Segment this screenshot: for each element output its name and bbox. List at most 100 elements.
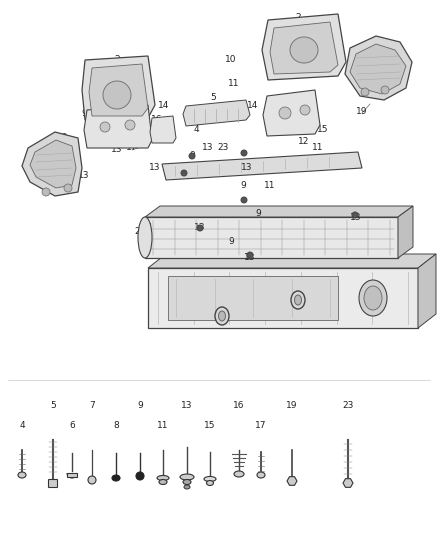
- Text: 9: 9: [228, 237, 234, 246]
- Text: 3: 3: [183, 108, 189, 117]
- Text: 9: 9: [81, 109, 87, 118]
- Text: 13: 13: [244, 253, 256, 262]
- Text: 7: 7: [89, 400, 95, 409]
- Text: 12: 12: [298, 138, 310, 147]
- Polygon shape: [150, 116, 176, 143]
- Polygon shape: [67, 473, 77, 477]
- Text: 6: 6: [197, 106, 203, 115]
- Text: 17: 17: [126, 143, 138, 152]
- Text: 5: 5: [50, 400, 56, 409]
- Ellipse shape: [291, 291, 305, 309]
- Text: 13: 13: [350, 214, 362, 222]
- Polygon shape: [183, 100, 250, 126]
- Ellipse shape: [103, 81, 131, 109]
- Text: 13: 13: [149, 163, 161, 172]
- Text: 19: 19: [286, 400, 298, 409]
- Text: 20: 20: [57, 133, 68, 142]
- Ellipse shape: [219, 311, 226, 321]
- Polygon shape: [145, 217, 398, 258]
- Text: 4: 4: [193, 125, 199, 134]
- Text: 10: 10: [112, 101, 124, 109]
- Ellipse shape: [183, 480, 191, 484]
- Text: 13: 13: [181, 400, 193, 409]
- Ellipse shape: [279, 107, 291, 119]
- Text: 9: 9: [137, 400, 143, 409]
- FancyBboxPatch shape: [49, 480, 57, 488]
- Text: 13: 13: [283, 103, 295, 112]
- Polygon shape: [270, 22, 338, 74]
- Polygon shape: [89, 64, 148, 116]
- Text: 12: 12: [114, 128, 126, 138]
- Text: 7: 7: [119, 69, 125, 77]
- Text: 18: 18: [376, 85, 388, 94]
- Ellipse shape: [206, 481, 213, 486]
- Text: 2: 2: [295, 13, 301, 22]
- Text: 11: 11: [264, 181, 276, 190]
- Circle shape: [361, 88, 369, 96]
- Text: 14: 14: [247, 101, 259, 109]
- Circle shape: [88, 476, 96, 484]
- Ellipse shape: [100, 122, 110, 132]
- Text: 22: 22: [293, 298, 304, 308]
- Text: 22: 22: [216, 313, 228, 322]
- Text: 15: 15: [317, 125, 329, 134]
- Ellipse shape: [234, 471, 244, 477]
- Text: 13: 13: [194, 222, 206, 231]
- Ellipse shape: [294, 295, 301, 305]
- Text: 13: 13: [111, 146, 123, 155]
- Circle shape: [352, 212, 358, 218]
- Text: 21: 21: [134, 228, 146, 237]
- Ellipse shape: [125, 120, 135, 130]
- Text: 9: 9: [189, 150, 195, 159]
- Circle shape: [181, 170, 187, 176]
- Text: 5: 5: [210, 93, 216, 102]
- Circle shape: [197, 225, 203, 231]
- Text: 13: 13: [202, 143, 214, 152]
- Polygon shape: [345, 36, 412, 100]
- Text: 8: 8: [113, 421, 119, 430]
- Text: 16: 16: [233, 400, 245, 409]
- Text: 4: 4: [19, 421, 25, 430]
- Text: 19: 19: [63, 172, 75, 181]
- Polygon shape: [82, 56, 155, 120]
- Polygon shape: [343, 479, 353, 487]
- Ellipse shape: [257, 472, 265, 478]
- Text: 8: 8: [102, 95, 108, 104]
- Circle shape: [64, 184, 72, 192]
- Text: 11: 11: [228, 78, 240, 87]
- Text: 23: 23: [217, 143, 229, 152]
- Polygon shape: [418, 254, 436, 328]
- Polygon shape: [148, 268, 418, 328]
- Text: 24: 24: [141, 223, 152, 232]
- Ellipse shape: [180, 474, 194, 480]
- Text: 20: 20: [366, 42, 378, 51]
- Circle shape: [42, 188, 50, 196]
- Polygon shape: [350, 44, 406, 94]
- Circle shape: [241, 150, 247, 156]
- Polygon shape: [22, 132, 82, 196]
- Text: 13: 13: [78, 171, 90, 180]
- Polygon shape: [262, 14, 346, 80]
- Polygon shape: [145, 206, 413, 217]
- Ellipse shape: [18, 472, 26, 478]
- Text: 17: 17: [255, 421, 267, 430]
- Ellipse shape: [290, 37, 318, 63]
- Polygon shape: [168, 276, 338, 320]
- Polygon shape: [398, 206, 413, 258]
- Ellipse shape: [300, 105, 310, 115]
- Text: 19: 19: [356, 107, 368, 116]
- Text: 11: 11: [157, 421, 169, 430]
- Text: 6: 6: [69, 421, 75, 430]
- Polygon shape: [263, 90, 320, 136]
- Text: 9: 9: [240, 181, 246, 190]
- Text: 11: 11: [312, 143, 324, 152]
- Circle shape: [189, 153, 195, 159]
- Polygon shape: [287, 477, 297, 486]
- Text: 13: 13: [241, 164, 253, 173]
- Text: 9: 9: [309, 45, 315, 54]
- Text: 1: 1: [373, 287, 379, 296]
- Text: 10: 10: [225, 55, 237, 64]
- Ellipse shape: [364, 286, 382, 310]
- Ellipse shape: [138, 217, 152, 258]
- Polygon shape: [148, 254, 436, 268]
